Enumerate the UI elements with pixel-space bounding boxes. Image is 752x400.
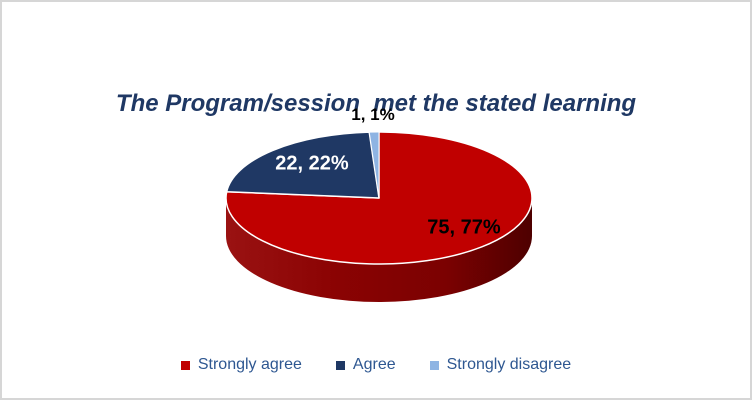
pie-side-rim [226, 198, 532, 302]
legend-marker-icon [180, 360, 190, 370]
legend-marker-icon [429, 360, 439, 370]
legend-item-agree: Agree [335, 356, 396, 374]
data-label-strongly-disagree: 1, 1% [351, 105, 395, 124]
chart-title: The Program/session met the stated learn… [2, 21, 750, 285]
legend: Strongly agree Agree Strongly disagree [2, 356, 750, 374]
legend-item-strongly-agree: Strongly agree [180, 356, 302, 374]
pie-slice-strongly-disagree [368, 131, 380, 199]
legend-item-strongly-disagree: Strongly disagree [429, 356, 572, 374]
chart-title-line1: The Program/session met the stated learn… [115, 90, 637, 117]
legend-label: Strongly disagree [446, 356, 572, 373]
legend-marker-icon [335, 360, 345, 370]
legend-label: Agree [352, 356, 396, 373]
data-label-agree: 22, 22% [275, 152, 349, 175]
pie-slice-agree [225, 131, 380, 199]
data-label-strongly-agree: 75, 77% [427, 216, 501, 239]
legend-label: Strongly agree [197, 356, 302, 373]
